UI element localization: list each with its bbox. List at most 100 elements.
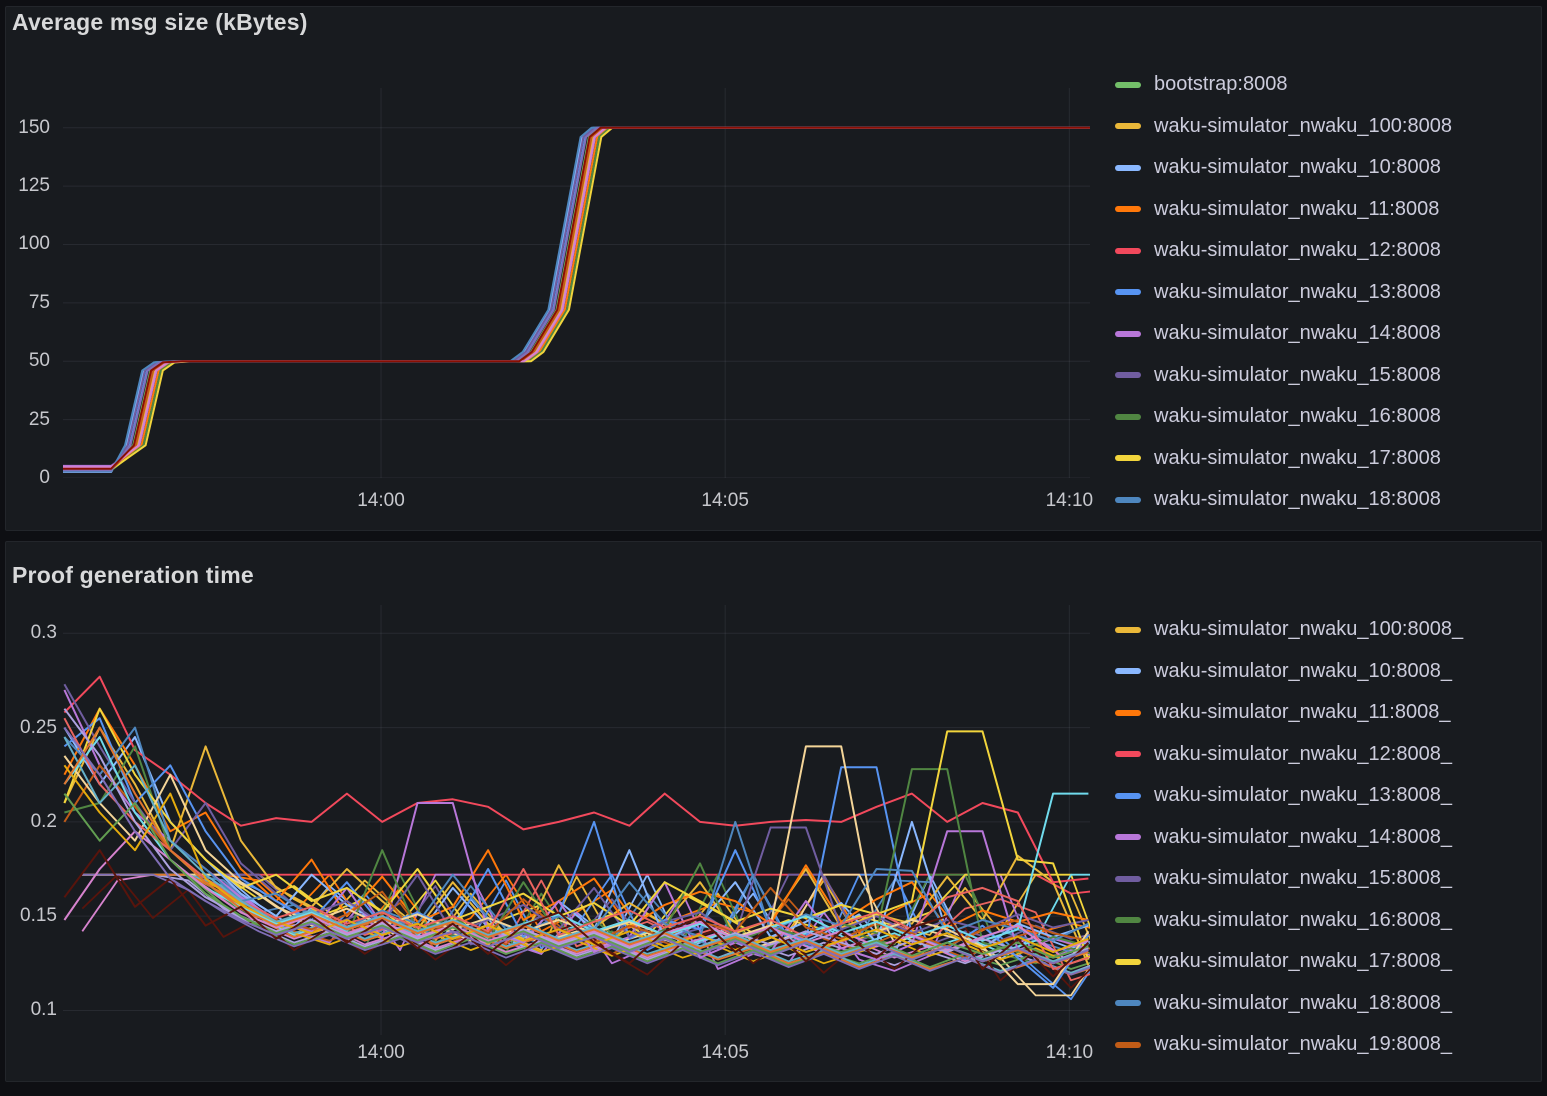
legend-series-label: waku-simulator_nwaku_17:8008_	[1154, 950, 1452, 973]
legend-series-swatch-icon	[1115, 330, 1141, 337]
legend-series-label: waku-simulator_nwaku_14:8008_	[1154, 825, 1452, 848]
legend-series-label: waku-simulator_nwaku_17:8008	[1154, 446, 1441, 469]
x-tick-label: 14:10	[1045, 1042, 1094, 1063]
series-line	[63, 726, 1090, 966]
legend-series-label: waku-simulator_nwaku_16:8008_	[1154, 908, 1452, 931]
series-line	[63, 726, 1089, 965]
x-tick-label: 14:05	[701, 490, 749, 511]
legend-series-label: bootstrap:8008	[1154, 73, 1288, 96]
series-line	[63, 707, 1090, 960]
legend-series-label: waku-simulator_nwaku_10:8008_	[1154, 659, 1452, 682]
legend-series-label: waku-simulator_nwaku_10:8008	[1154, 156, 1441, 179]
legend-item[interactable]: waku-simulator_nwaku_18:8008_	[1115, 983, 1463, 1025]
y-tick-label: 0.15	[20, 905, 57, 927]
legend-item[interactable]: waku-simulator_nwaku_14:8008	[1115, 313, 1452, 355]
legend-series-swatch-icon	[1115, 247, 1141, 254]
legend-series-swatch-icon	[1115, 834, 1141, 841]
legend-series-swatch-icon	[1115, 626, 1141, 633]
legend-item[interactable]: waku-simulator_nwaku_100:8008_	[1115, 609, 1463, 651]
legend-series-swatch-icon	[1115, 81, 1141, 88]
chart-canvas	[63, 88, 1090, 478]
y-tick-label: 25	[28, 408, 50, 430]
legend-series-label: waku-simulator_nwaku_100:8008_	[1154, 618, 1464, 641]
legend-series-swatch-icon	[1115, 206, 1141, 213]
legend-series-swatch-icon	[1115, 1000, 1141, 1007]
legend-item[interactable]: waku-simulator_nwaku_12:8008	[1115, 230, 1452, 272]
y-tick-label: 0.1	[30, 999, 57, 1021]
legend-item[interactable]: bootstrap:8008	[1115, 64, 1452, 106]
legend-item[interactable]: waku-simulator_nwaku_17:8008	[1115, 438, 1452, 480]
chart-canvas	[63, 605, 1090, 1035]
series-line	[63, 727, 1089, 950]
x-tick-label: 14:05	[701, 1042, 749, 1063]
legend-series-label: waku-simulator_nwaku_15:8008	[1154, 363, 1441, 386]
series-line	[63, 126, 1090, 470]
legend-item[interactable]: waku-simulator_nwaku_15:8008_	[1115, 858, 1463, 900]
legend-item[interactable]: waku-simulator_nwaku_17:8008_	[1115, 941, 1463, 983]
series-line	[63, 764, 1089, 953]
legend-series-swatch-icon	[1115, 792, 1141, 799]
legend-item[interactable]: waku-simulator_nwaku_16:8008	[1115, 396, 1452, 438]
legend-series-swatch-icon	[1115, 413, 1141, 420]
legend-series-label: waku-simulator_nwaku_15:8008_	[1154, 867, 1452, 890]
x-tick-label: 14:10	[1045, 490, 1094, 511]
legend-series-swatch-icon	[1115, 372, 1141, 379]
legend-series-label: waku-simulator_nwaku_12:8008	[1154, 239, 1441, 262]
legend: waku-simulator_nwaku_100:8008_ waku-simul…	[1115, 609, 1463, 1066]
legend-item[interactable]: waku-simulator_nwaku_13:8008	[1115, 272, 1452, 314]
series-line	[63, 793, 1089, 959]
legend-series-label: waku-simulator_nwaku_100:8008	[1154, 114, 1452, 137]
legend-series-swatch-icon	[1115, 123, 1141, 130]
y-tick-label: 0.25	[20, 716, 57, 738]
plot-area-avg-msg-size[interactable]	[63, 88, 1090, 478]
legend-series-label: waku-simulator_nwaku_14:8008	[1154, 322, 1441, 345]
legend-series-swatch-icon	[1115, 496, 1141, 503]
panel-proof-generation-time	[5, 541, 1542, 1082]
legend-item[interactable]: waku-simulator_nwaku_16:8008_	[1115, 900, 1463, 942]
series-line	[82, 873, 1090, 976]
legend-item[interactable]: waku-simulator_nwaku_11:8008	[1115, 189, 1452, 231]
series-line	[63, 126, 1090, 470]
legend-item[interactable]: waku-simulator_nwaku_11:8008_	[1115, 692, 1463, 734]
legend-series-swatch-icon	[1115, 164, 1141, 171]
legend-series-swatch-icon	[1115, 917, 1141, 924]
y-tick-label: 150	[18, 116, 50, 138]
legend-series-swatch-icon	[1115, 875, 1141, 882]
legend-series-label: waku-simulator_nwaku_13:8008	[1154, 280, 1441, 303]
legend-series-swatch-icon	[1115, 1041, 1141, 1048]
legend-item[interactable]: waku-simulator_nwaku_10:8008_	[1115, 651, 1463, 693]
panel-title[interactable]: Proof generation time	[12, 562, 254, 588]
legend-item[interactable]: waku-simulator_nwaku_14:8008_	[1115, 817, 1463, 859]
legend-item[interactable]: waku-simulator_nwaku_19:8008_	[1115, 1024, 1463, 1066]
y-tick-label: 50	[28, 350, 50, 372]
y-tick-label: 0.3	[30, 622, 57, 644]
legend-series-swatch-icon	[1115, 709, 1141, 716]
series-line	[63, 727, 1089, 965]
legend-series-label: waku-simulator_nwaku_18:8008_	[1154, 991, 1452, 1014]
legend-item[interactable]: waku-simulator_nwaku_18:8008	[1115, 479, 1452, 521]
legend-series-swatch-icon	[1115, 668, 1141, 675]
y-tick-label: 0.2	[30, 810, 57, 832]
legend-item[interactable]: waku-simulator_nwaku_100:8008	[1115, 106, 1452, 148]
legend: bootstrap:8008 waku-simulator_nwaku_100:8…	[1115, 64, 1452, 521]
series-line	[63, 707, 1089, 929]
legend-item[interactable]: waku-simulator_nwaku_10:8008	[1115, 147, 1452, 189]
plot-area-proof-generation-time[interactable]	[63, 605, 1090, 1035]
x-tick-label: 14:00	[357, 490, 405, 511]
series-line	[63, 849, 1090, 978]
legend-item[interactable]: waku-simulator_nwaku_13:8008_	[1115, 775, 1463, 817]
panel-avg-msg-size	[5, 6, 1542, 531]
legend-series-label: waku-simulator_nwaku_11:8008	[1154, 197, 1440, 220]
legend-series-label: waku-simulator_nwaku_11:8008_	[1154, 701, 1451, 724]
panel-title[interactable]: Average msg size (kBytes)	[12, 9, 308, 35]
legend-series-label: waku-simulator_nwaku_19:8008_	[1154, 1033, 1452, 1056]
legend-series-swatch-icon	[1115, 289, 1141, 296]
y-tick-label: 0	[39, 467, 50, 488]
series-line	[82, 873, 1090, 976]
legend-series-label: waku-simulator_nwaku_12:8008_	[1154, 742, 1452, 765]
legend-item[interactable]: waku-simulator_nwaku_15:8008	[1115, 355, 1452, 397]
legend-series-label: waku-simulator_nwaku_18:8008	[1154, 488, 1441, 511]
legend-item[interactable]: waku-simulator_nwaku_12:8008_	[1115, 734, 1463, 776]
series-line	[63, 675, 1089, 884]
